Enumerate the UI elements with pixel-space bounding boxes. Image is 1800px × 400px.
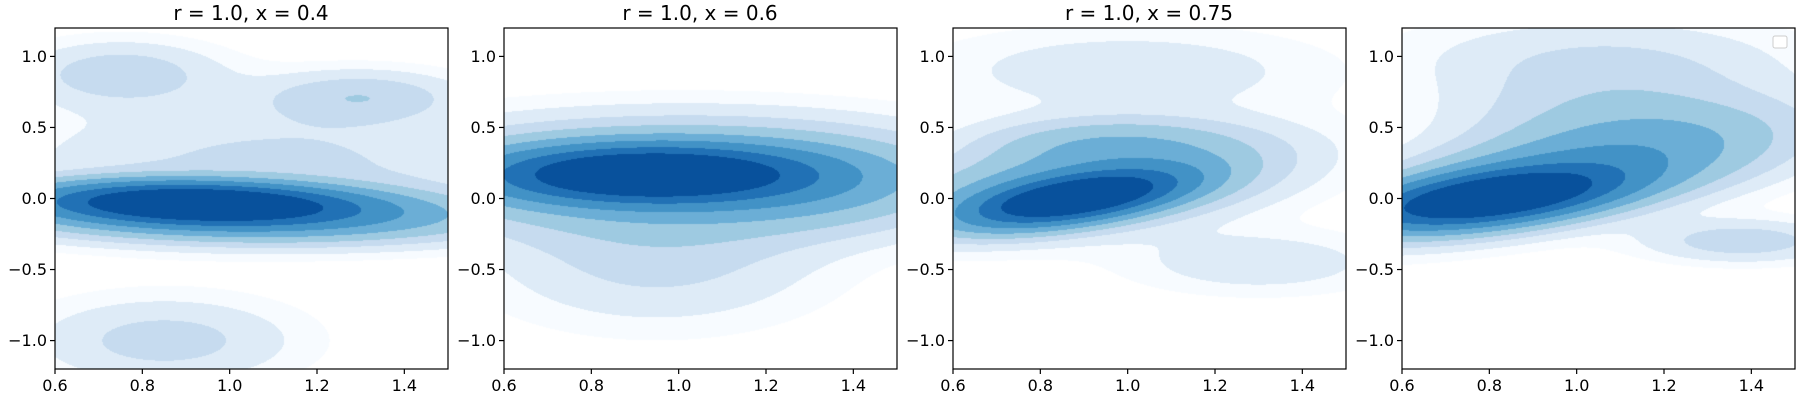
plot-4-xtick-label: 1.0 xyxy=(1564,376,1589,395)
plot-2-xtick-label: 0.6 xyxy=(491,376,516,395)
plot-3-xtick-label: 1.4 xyxy=(1290,376,1315,395)
plot-2-ytick-label: −1.0 xyxy=(457,331,496,350)
plot-4-ytick-label: −0.5 xyxy=(1355,260,1394,279)
subplot-2: r = 1.0, x = 0.6 xyxy=(622,1,777,25)
plot-1-xtick-label: 1.4 xyxy=(392,376,417,395)
plot-3-xtick-label: 0.8 xyxy=(1028,376,1053,395)
plot-4-ytick-label: 0.5 xyxy=(1369,118,1394,137)
plot-1-density-field xyxy=(55,28,448,369)
subplot-2-title: r = 1.0, x = 0.6 xyxy=(622,1,777,25)
plot-2-ytick-label: −0.5 xyxy=(457,260,496,279)
plot-4-ytick-label: 0.0 xyxy=(1369,189,1394,208)
plot-1-ytick-label: 1.0 xyxy=(22,47,47,66)
plot-4: 0.6 0.8 1.0 1.2 1.4 −1.0 −0.5 0.0 0.5 1.0 xyxy=(1355,27,1796,395)
plot-3-xtick-label: 1.2 xyxy=(1202,376,1227,395)
plot-3-ytick-label: 0.5 xyxy=(920,118,945,137)
subplot-1: r = 1.0, x = 0.4 xyxy=(173,1,328,25)
plot-1-xtick-label: 1.0 xyxy=(217,376,242,395)
plot-3-ytick-label: −1.0 xyxy=(906,331,945,350)
plot-2-xtick-label: 1.2 xyxy=(753,376,778,395)
subplot-3: r = 1.0, x = 0.75 xyxy=(1065,1,1233,25)
plot-2-density-field xyxy=(504,28,897,369)
subplot-1-title: r = 1.0, x = 0.4 xyxy=(173,1,328,25)
plot-4-ytick-label: −1.0 xyxy=(1355,331,1394,350)
plot-4-density-field xyxy=(1402,28,1795,369)
plot-3-xtick-label: 0.6 xyxy=(940,376,965,395)
plot-3-xtick-label: 1.0 xyxy=(1115,376,1140,395)
plot-4-xtick-label: 0.6 xyxy=(1389,376,1414,395)
plot-2-ytick-label: 1.0 xyxy=(471,47,496,66)
plot-4-legend-box xyxy=(1772,35,1788,49)
plot-1-ytick-label: −0.5 xyxy=(8,260,47,279)
plot-2-ytick-label: 0.0 xyxy=(471,189,496,208)
plot-1-ytick-label: 0.5 xyxy=(22,118,47,137)
plot-4-xtick-label: 1.4 xyxy=(1739,376,1764,395)
plot-3-ytick-label: −0.5 xyxy=(906,260,945,279)
plot-1-ytick-label: 0.0 xyxy=(22,189,47,208)
plot-3-ytick-label: 0.0 xyxy=(920,189,945,208)
plot-area-group: 0.6 0.8 1.0 1.2 1.4 −1.0 −0.5 0.0 0.5 1.0 0.6 0.8 1.… xyxy=(8,27,1796,395)
subplot-3-title: r = 1.0, x = 0.75 xyxy=(1065,1,1233,25)
plot-1-ytick-label: −1.0 xyxy=(8,331,47,350)
plot-2-xtick-label: 0.8 xyxy=(579,376,604,395)
plot-4-ytick-label: 1.0 xyxy=(1369,47,1394,66)
plot-2-xtick-label: 1.4 xyxy=(841,376,866,395)
plot-1-xtick-label: 0.6 xyxy=(42,376,67,395)
plot-4-xtick-label: 0.8 xyxy=(1477,376,1502,395)
plot-3: 0.6 0.8 1.0 1.2 1.4 −1.0 −0.5 0.0 0.5 1.0 xyxy=(906,27,1347,395)
plot-1-xtick-label: 0.8 xyxy=(130,376,155,395)
plot-1-xtick-label: 1.2 xyxy=(304,376,329,395)
plot-2-xtick-label: 1.0 xyxy=(666,376,691,395)
plot-3-density-field xyxy=(953,28,1346,369)
plot-3-ytick-label: 1.0 xyxy=(920,47,945,66)
plot-1: 0.6 0.8 1.0 1.2 1.4 −1.0 −0.5 0.0 0.5 1.0 xyxy=(8,27,449,395)
plot-2-ytick-label: 0.5 xyxy=(471,118,496,137)
plot-2: 0.6 0.8 1.0 1.2 1.4 −1.0 −0.5 0.0 0.5 1.0 xyxy=(457,27,898,395)
plot-4-xtick-label: 1.2 xyxy=(1651,376,1676,395)
